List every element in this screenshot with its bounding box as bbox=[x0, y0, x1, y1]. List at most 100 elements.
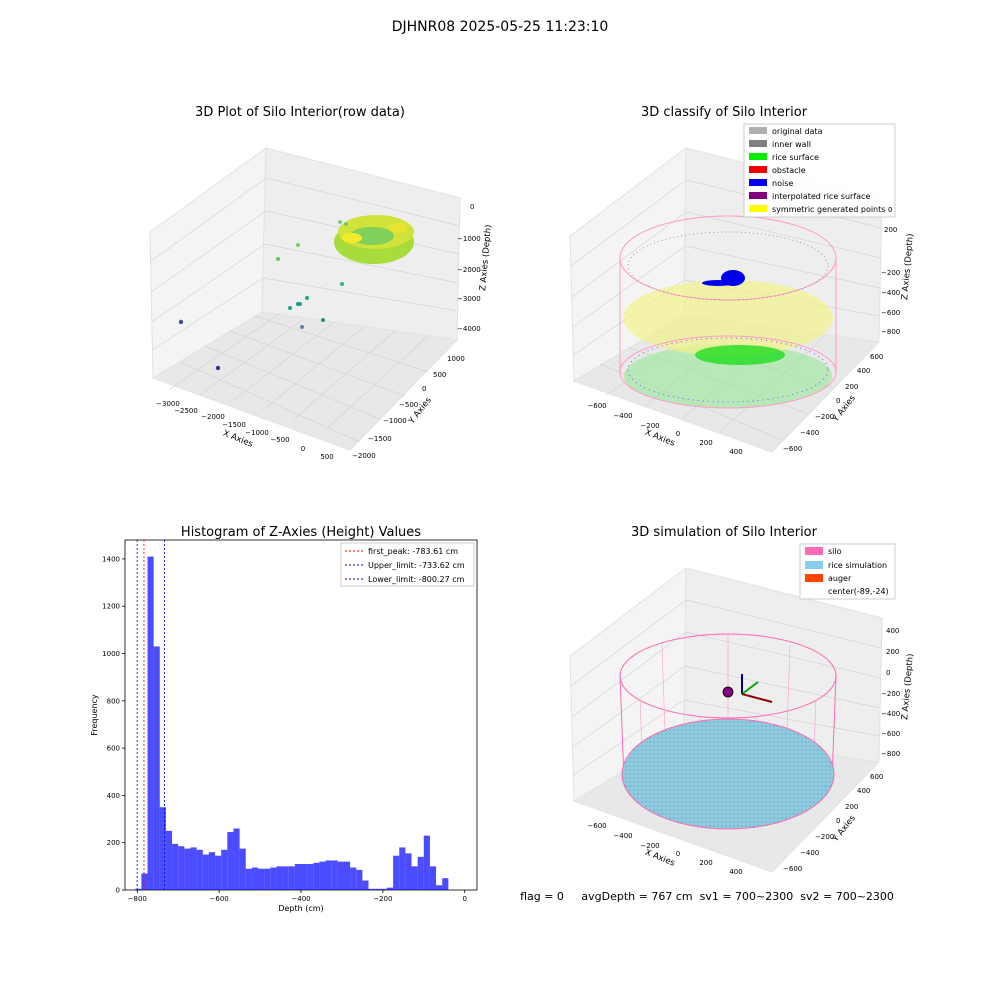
raw-axis-ticks: −3000 −2500 −2000 −1500 −1000 −500 0 500… bbox=[156, 203, 481, 461]
suptitle: DJHNR08 2025-05-25 11:23:10 bbox=[392, 19, 609, 35]
y-tick-label: −200 bbox=[815, 413, 834, 421]
y-tick-label: −400 bbox=[800, 429, 819, 437]
y-tick-label: 1000 bbox=[102, 650, 120, 658]
histogram-bar bbox=[399, 847, 406, 890]
y-tick-label: −400 bbox=[800, 849, 819, 857]
legend-label: inner wall bbox=[772, 140, 811, 149]
y-tick-label: 0 bbox=[836, 397, 840, 405]
panel-raw-3d: 3D Plot of Silo Interior(row data) bbox=[149, 105, 494, 461]
x-tick-label: −2500 bbox=[174, 407, 198, 415]
legend-label: Lower_limit: -800.27 cm bbox=[368, 575, 465, 584]
z-tick-label: −3000 bbox=[457, 295, 481, 303]
histogram-bar bbox=[178, 846, 185, 890]
legend-swatch bbox=[749, 166, 767, 173]
x-tick-label: 200 bbox=[699, 859, 712, 867]
histogram-bar bbox=[350, 867, 357, 890]
x-tick-label: −200 bbox=[640, 422, 659, 430]
simulated-silo bbox=[619, 633, 837, 830]
simulation-x-label: X Axies bbox=[643, 848, 676, 869]
z-tick-label: −800 bbox=[881, 328, 900, 336]
histogram-bar bbox=[276, 866, 283, 890]
histogram-bar bbox=[190, 847, 197, 890]
y-tick-label: 0 bbox=[116, 887, 120, 895]
histogram-bar bbox=[184, 848, 191, 890]
x-tick-label: −200 bbox=[373, 895, 392, 903]
y-tick-label: −1500 bbox=[368, 435, 392, 443]
histogram-bar bbox=[337, 861, 344, 890]
legend-box bbox=[743, 123, 896, 218]
z-tick-label: 0 bbox=[886, 669, 890, 677]
z-tick-label: −2000 bbox=[457, 266, 481, 274]
x-tick-label: −600 bbox=[587, 402, 606, 410]
x-tick-label: 200 bbox=[699, 439, 712, 447]
legend-swatch bbox=[805, 561, 823, 569]
x-tick-label: 0 bbox=[676, 430, 680, 438]
histogram-bar bbox=[417, 856, 424, 890]
histogram-bar bbox=[319, 861, 326, 890]
histogram-bar bbox=[245, 868, 252, 890]
y-tick-label: 600 bbox=[107, 745, 120, 753]
histogram-bar bbox=[258, 868, 265, 890]
x-tick-label: −600 bbox=[210, 895, 229, 903]
x-tick-label: 400 bbox=[729, 448, 742, 456]
x-tick-label: 500 bbox=[320, 453, 333, 461]
histogram-bar bbox=[423, 835, 430, 890]
histogram-bar bbox=[227, 832, 234, 890]
x-tick-label: −400 bbox=[291, 895, 310, 903]
panel-classify-3d: 3D classify of Silo Interior bbox=[569, 105, 916, 456]
histogram-bar bbox=[208, 852, 216, 890]
x-tick-label: 0 bbox=[676, 850, 680, 858]
simulation-legend: silo rice simulation auger center(-89,-2… bbox=[799, 543, 896, 600]
y-tick-label: 200 bbox=[107, 839, 120, 847]
histogram-bar bbox=[288, 866, 295, 890]
y-tick-label: 0 bbox=[422, 385, 426, 393]
classify-x-label: X Axies bbox=[643, 428, 676, 449]
y-tick-label: −1000 bbox=[383, 417, 407, 425]
histogram-bar bbox=[264, 868, 271, 890]
histogram-bar bbox=[301, 863, 308, 890]
panel-simulation-title: 3D simulation of Silo Interior bbox=[631, 525, 818, 540]
histogram-bar bbox=[141, 873, 148, 890]
histogram-legend: first_peak: -783.61 cm Upper_limit: -733… bbox=[340, 542, 475, 587]
histogram-bar bbox=[251, 867, 259, 890]
histogram-bar bbox=[307, 863, 314, 890]
legend-swatch bbox=[749, 192, 767, 199]
y-tick-label: 500 bbox=[433, 371, 446, 379]
histogram-bar bbox=[196, 849, 203, 890]
histogram-bar bbox=[374, 888, 381, 890]
pane-floor bbox=[151, 311, 459, 451]
classified-silo bbox=[619, 215, 837, 409]
histogram-bar bbox=[294, 863, 301, 890]
y-tick-label: 200 bbox=[845, 383, 858, 391]
legend-label: rice surface bbox=[772, 153, 819, 162]
x-tick-label: −200 bbox=[640, 842, 659, 850]
legend-label: original data bbox=[772, 127, 823, 136]
z-tick-label: −800 bbox=[881, 750, 900, 758]
histogram-bar bbox=[380, 888, 387, 890]
legend-label: center(-89,-24) bbox=[828, 587, 889, 596]
histogram-bar bbox=[343, 861, 351, 890]
y-tick-label: 600 bbox=[870, 353, 883, 361]
y-tick-label: 200 bbox=[845, 803, 858, 811]
histogram-bar bbox=[362, 880, 369, 890]
legend-label: first_peak: -783.61 cm bbox=[368, 547, 458, 556]
panel-raw-title: 3D Plot of Silo Interior(row data) bbox=[195, 105, 405, 120]
classify-z-label: Z Axies (Depth) bbox=[900, 233, 916, 300]
histogram-bar bbox=[368, 888, 375, 890]
histogram-bar bbox=[215, 855, 222, 890]
panel-simulation-3d: 3D simulation of Silo Interior bbox=[569, 525, 916, 876]
histogram-bar bbox=[239, 848, 246, 890]
x-tick-label: −1000 bbox=[245, 429, 269, 437]
z-tick-label: −4000 bbox=[457, 325, 481, 333]
x-tick-label: −2000 bbox=[201, 413, 225, 421]
histogram-bar bbox=[313, 862, 320, 890]
y-tick-label: 400 bbox=[107, 792, 120, 800]
z-tick-label: −1000 bbox=[457, 235, 481, 243]
x-tick-label: −800 bbox=[128, 895, 147, 903]
x-tick-label: −400 bbox=[613, 412, 632, 420]
histogram-bar bbox=[411, 866, 418, 890]
legend-swatch bbox=[749, 127, 767, 134]
y-tick-label: 0 bbox=[836, 817, 840, 825]
histogram-bar bbox=[165, 830, 173, 890]
